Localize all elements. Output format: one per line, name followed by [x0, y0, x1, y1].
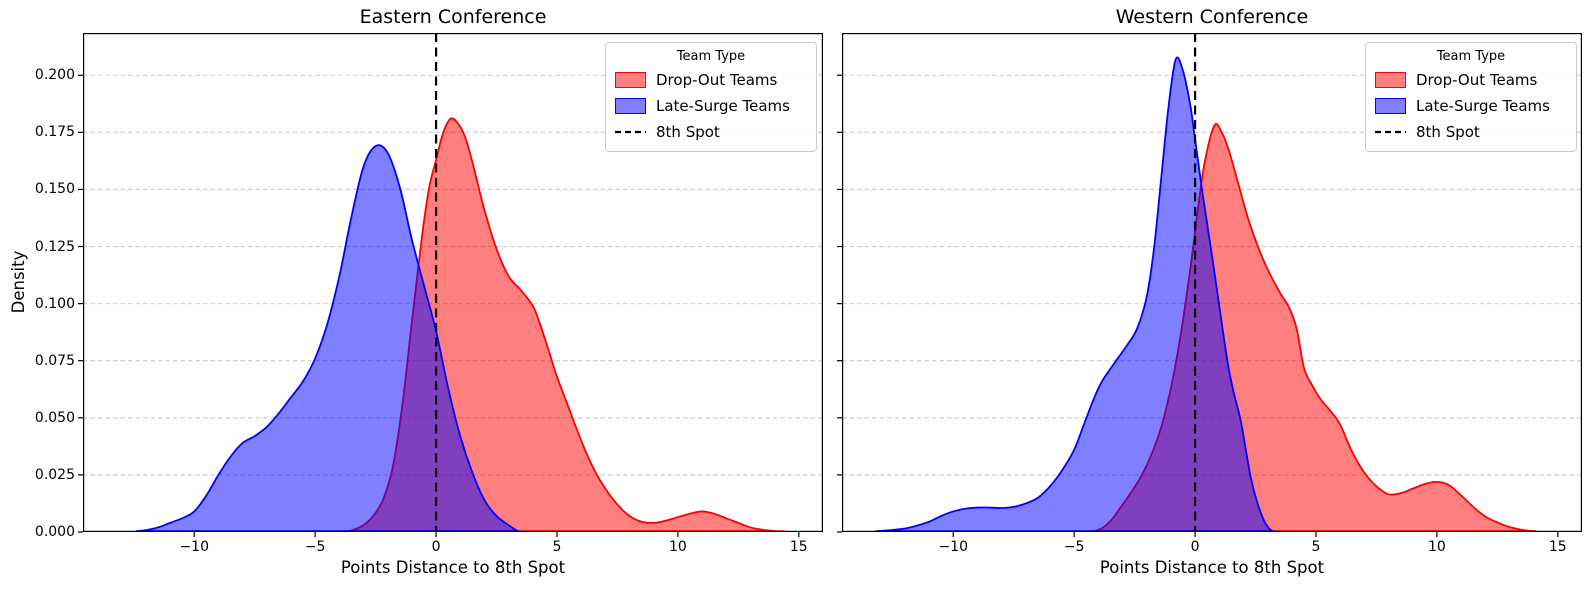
kde-curve-late-surge-teams [135, 144, 520, 532]
x-tick-label: 10 [668, 539, 687, 555]
legend-swatch-dashed-line-icon [615, 130, 646, 134]
x-tick-label: −5 [1063, 539, 1085, 555]
y-tick-label: 0.000 [34, 524, 75, 540]
legend-item-late-surge-teams: Late-Surge Teams [1375, 93, 1567, 119]
x-tick-label: 0 [431, 539, 441, 555]
legend-item-label: 8th Spot [1416, 123, 1480, 141]
legend-item-drop-out-teams: Drop-Out Teams [615, 67, 807, 93]
legend-item-label: Drop-Out Teams [656, 71, 778, 89]
x-axis-label: Points Distance to 8th Spot [340, 558, 566, 577]
x-tick-label: 15 [789, 539, 808, 555]
x-tick-label: 15 [1548, 539, 1567, 555]
legend-item-drop-out-teams: Drop-Out Teams [1375, 67, 1567, 93]
axes-spines [83, 33, 823, 532]
legend-item-label: Drop-Out Teams [1416, 71, 1538, 89]
legend-swatch-patch-icon [1375, 72, 1406, 88]
x-tick-label: 5 [1311, 539, 1321, 555]
legend-item-late-surge-teams: Late-Surge Teams [615, 93, 807, 119]
plot-area-eastern [78, 33, 823, 537]
kde-curve-late-surge-teams [874, 56, 1274, 532]
page-title: Eastern Conference [359, 6, 547, 28]
legend-title: Team Type [676, 49, 746, 64]
x-tick-label: −10 [179, 539, 209, 555]
y-tick-label: 0.200 [34, 67, 75, 84]
legend-title: Team Type [1436, 49, 1506, 64]
x-tick-label: −5 [304, 539, 326, 555]
legend-item-label: Late-Surge Teams [1416, 97, 1550, 115]
legend-swatch-dashed-line-icon [1375, 130, 1406, 134]
y-tick-label: 0.150 [34, 181, 75, 198]
y-tick-label: 0.125 [34, 238, 75, 255]
y-tick-label: 0.100 [34, 295, 75, 312]
axes-spines [842, 33, 1582, 532]
legend-swatch-patch-icon [1375, 98, 1406, 114]
page-title: Western Conference [1115, 6, 1309, 28]
legend: Team Type Drop-Out Teams Late-Surge Teams… [1365, 42, 1577, 152]
legend-item-8th-spot: 8th Spot [1375, 119, 1567, 145]
legend-items: Drop-Out Teams Late-Surge Teams 8th Spot [615, 67, 807, 145]
y-tick-label: 0.075 [34, 352, 75, 369]
y-tick-label: 0.175 [34, 124, 75, 141]
legend: Team Type Drop-Out Teams Late-Surge Teams… [605, 42, 817, 152]
y-tick-label: 0.050 [34, 409, 75, 426]
x-axis-label: Points Distance to 8th Spot [1099, 558, 1325, 577]
legend-item-label: Late-Surge Teams [656, 97, 790, 115]
x-tick-label: 5 [552, 539, 562, 555]
legend-swatch-patch-icon [615, 98, 646, 114]
y-tick-label: 0.025 [34, 466, 75, 483]
plot-area-western [837, 33, 1582, 537]
legend-items: Drop-Out Teams Late-Surge Teams 8th Spot [1375, 67, 1567, 145]
legend-item-label: 8th Spot [656, 123, 720, 141]
legend-swatch-patch-icon [615, 72, 646, 88]
x-tick-label: 10 [1427, 539, 1446, 555]
x-tick-label: 0 [1190, 539, 1200, 555]
legend-item-8th-spot: 8th Spot [615, 119, 807, 145]
x-tick-label: −10 [938, 539, 968, 555]
